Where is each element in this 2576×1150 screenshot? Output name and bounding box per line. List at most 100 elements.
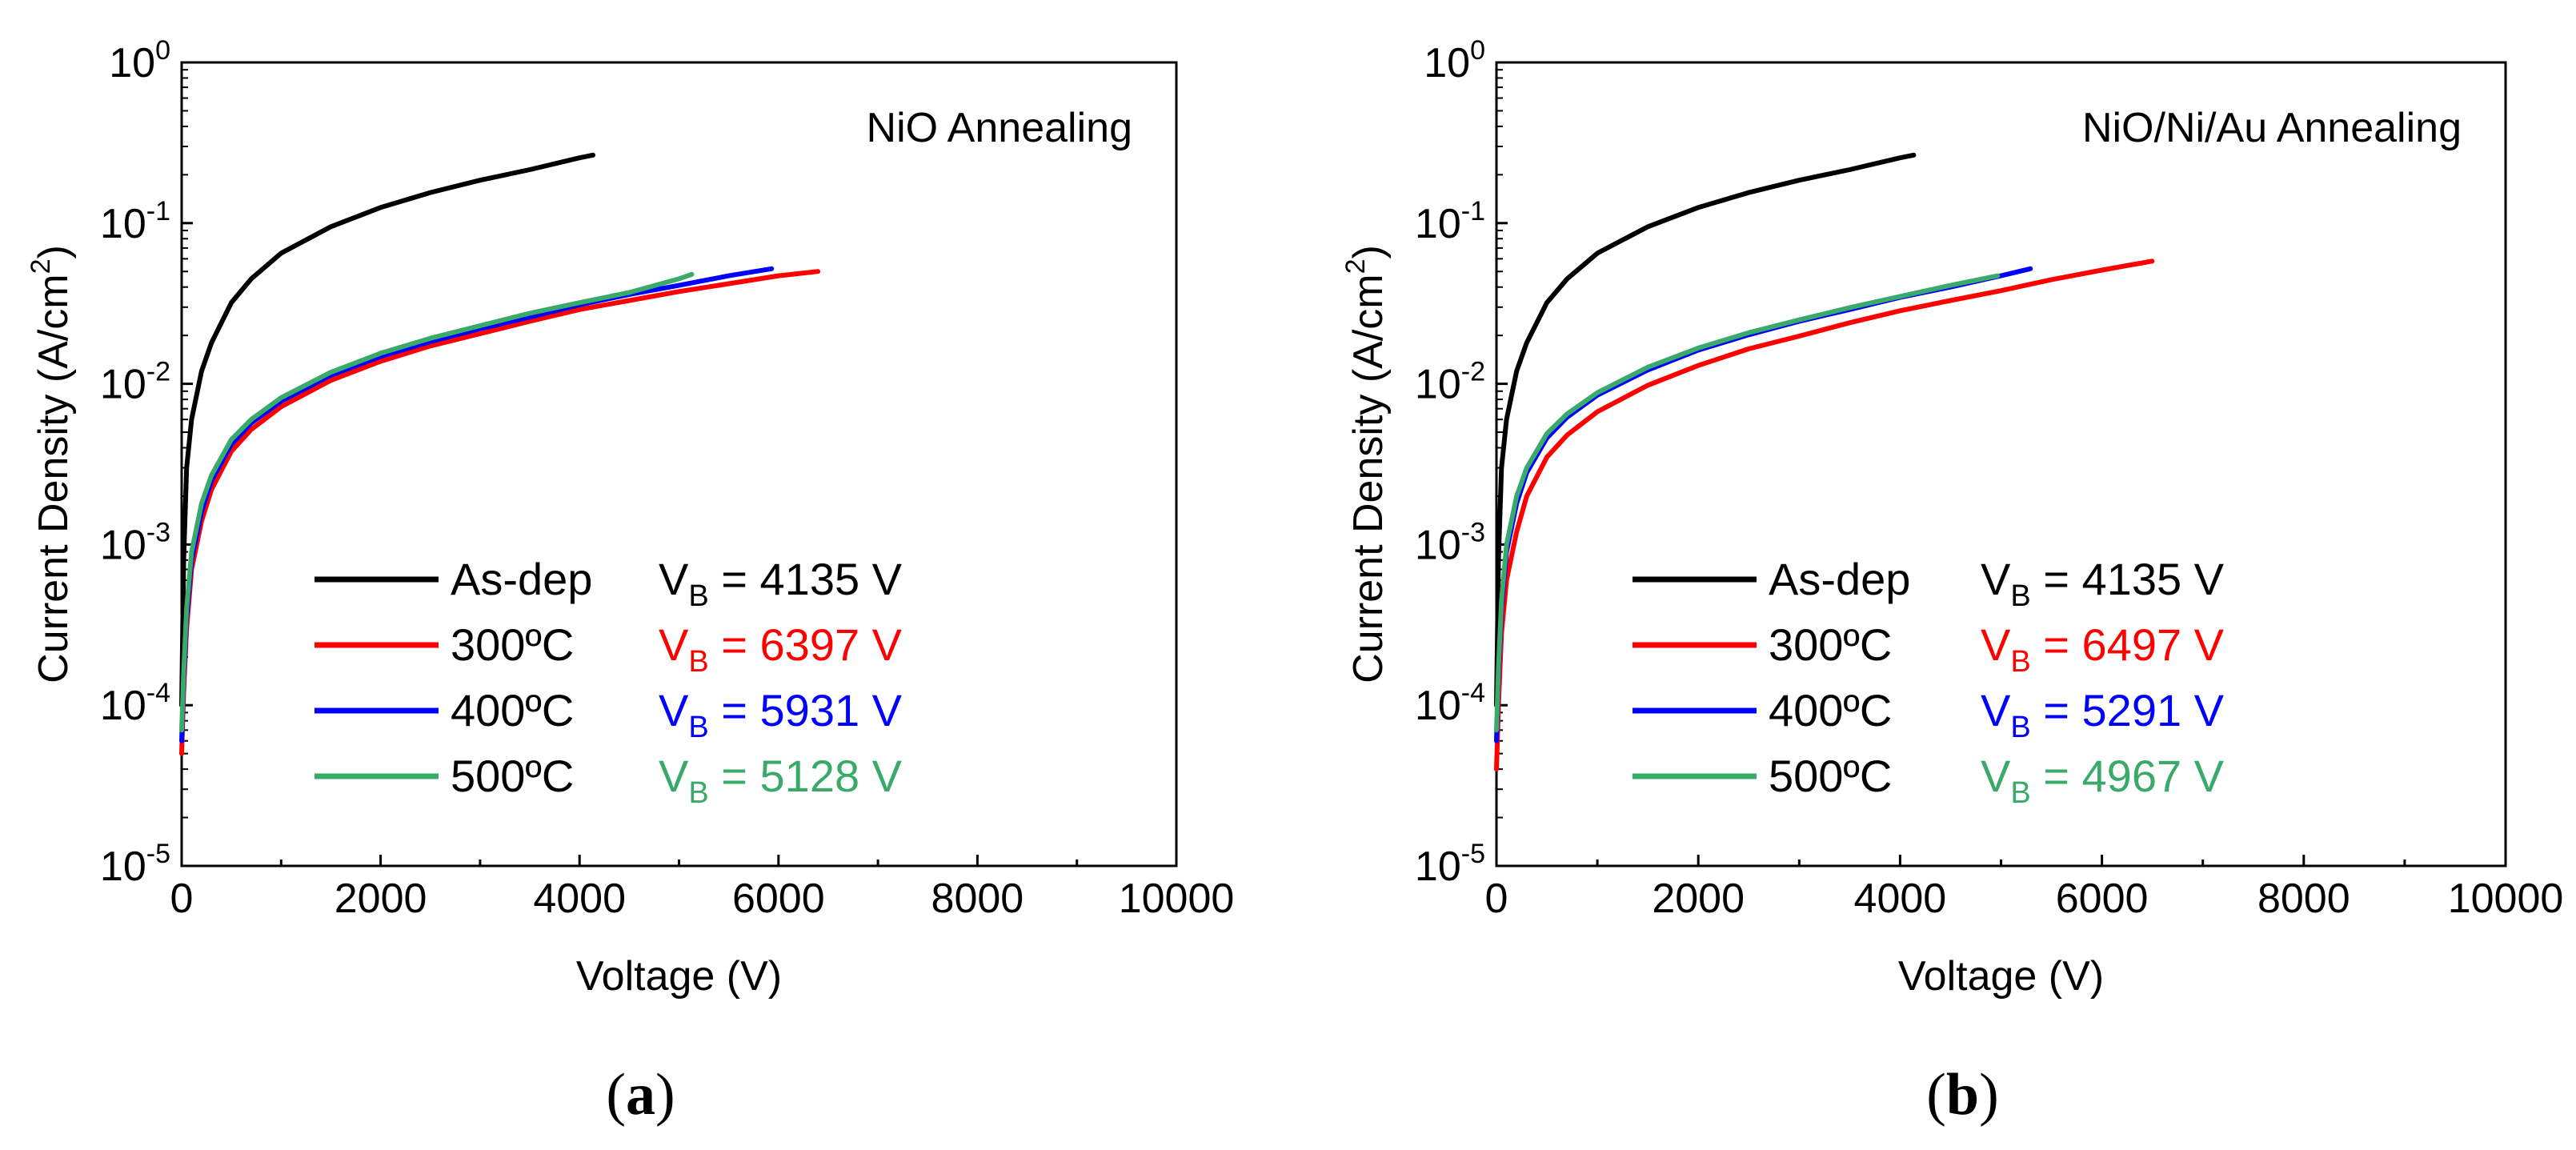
- y-tick-label-exponent: -3: [146, 517, 170, 547]
- breakdown-voltage-label: VB = 5128 V: [659, 751, 903, 810]
- vb-subscript: B: [2010, 645, 2030, 679]
- vb-symbol: V: [659, 554, 689, 604]
- y-axis-label: Current Density (A/cm2): [1340, 245, 1392, 683]
- y-tick-label-exponent: -2: [1461, 357, 1485, 387]
- y-axis-label-text: Current Density (A/cm: [1345, 274, 1392, 683]
- legend-label: 400ºC: [451, 685, 574, 735]
- breakdown-voltage-label: VB = 4135 V: [1981, 554, 2225, 613]
- y-tick-label-exponent: -4: [1461, 678, 1485, 708]
- legend-label: As-dep: [1769, 554, 1910, 604]
- vb-value: = 4967 V: [2031, 751, 2225, 801]
- vb-value: = 6397 V: [709, 619, 903, 670]
- breakdown-voltage-label: VB = 5291 V: [1981, 685, 2225, 744]
- vb-subscript: B: [688, 776, 708, 810]
- y-axis-label-superscript: 2: [26, 258, 56, 274]
- breakdown-voltage-label: VB = 6497 V: [1981, 619, 2225, 679]
- y-tick-label-exponent: -1: [1461, 196, 1485, 226]
- y-tick-label-base: 10: [100, 522, 146, 568]
- x-tick-label: 0: [1485, 876, 1508, 922]
- y-tick-label: 10-2: [1415, 357, 1485, 408]
- vb-value: = 5291 V: [2031, 685, 2225, 735]
- vb-symbol: V: [659, 751, 689, 801]
- series-line: [179, 269, 821, 756]
- vb-subscript: B: [2010, 579, 2030, 613]
- y-axis-label-end: ): [1345, 245, 1392, 258]
- y-tick-label-exponent: -3: [1461, 517, 1485, 547]
- x-tick-label: 0: [170, 876, 194, 922]
- breakdown-voltage-label: VB = 4135 V: [659, 554, 903, 613]
- y-tick-label-exponent: -4: [146, 678, 170, 708]
- y-tick-label-exponent: -2: [146, 357, 170, 387]
- vb-subscript: B: [688, 711, 708, 744]
- vb-symbol: V: [1981, 554, 2011, 604]
- vb-subscript: B: [688, 579, 708, 613]
- panel-annotation: NiO/Ni/Au Annealing: [2082, 105, 2462, 151]
- y-tick-label-base: 10: [1415, 683, 1461, 729]
- chart-panel-a: 0 2000 4000 6000 8000 1000010-510-410-310-210…: [26, 35, 1234, 1128]
- y-tick-label-base: 10: [100, 362, 146, 408]
- x-tick-label: 2000: [335, 876, 427, 922]
- series-line: [179, 266, 775, 743]
- y-tick-label-exponent: -1: [146, 196, 170, 226]
- caption-paren: ): [1979, 1062, 1999, 1128]
- y-tick-label: 10-5: [100, 839, 170, 890]
- x-tick-label: 8000: [931, 876, 1024, 922]
- y-tick-label-base: 10: [1415, 843, 1461, 890]
- x-tick-label: 10000: [2448, 876, 2564, 922]
- vb-symbol: V: [1981, 619, 2011, 670]
- x-axis-label: Voltage (V): [1898, 953, 2104, 1000]
- legend-label: 400ºC: [1769, 685, 1892, 735]
- x-tick-label: 4000: [533, 876, 626, 922]
- y-tick-label: 10-5: [1415, 839, 1485, 890]
- vb-symbol: V: [659, 685, 689, 735]
- y-tick-label: 100: [1424, 35, 1485, 86]
- x-tick-label: 6000: [2056, 876, 2149, 922]
- panel-annotation: NiO Annealing: [867, 105, 1132, 151]
- y-tick-label-exponent: 0: [1470, 35, 1485, 66]
- vb-symbol: V: [1981, 751, 2011, 801]
- series-line: [179, 271, 695, 733]
- vb-symbol: V: [1981, 685, 2011, 735]
- y-tick-label-base: 10: [100, 201, 146, 247]
- y-axis-label-end: ): [30, 245, 77, 258]
- y-tick-label-base: 10: [1424, 40, 1470, 86]
- y-tick-label-base: 10: [1415, 362, 1461, 408]
- y-axis-label: Current Density (A/cm2): [26, 245, 77, 683]
- y-tick-label-base: 10: [100, 683, 146, 729]
- y-axis-label-text: Current Density (A/cm: [30, 274, 77, 683]
- y-tick-label: 10-2: [100, 357, 170, 408]
- series-line: [1494, 152, 1917, 708]
- x-tick-label: 4000: [1854, 876, 1947, 922]
- y-tick-label-base: 10: [109, 40, 155, 86]
- y-tick-label: 10-3: [100, 517, 170, 568]
- y-tick-label: 10-1: [100, 196, 170, 247]
- y-axis-label-superscript: 2: [1340, 258, 1371, 274]
- y-tick-label-exponent: -5: [1461, 839, 1485, 869]
- y-tick-label-base: 10: [1415, 522, 1461, 568]
- y-tick-label: 10-1: [1415, 196, 1485, 247]
- chart-panel-b: 0 2000 4000 6000 8000 1000010-510-410-310-210…: [1340, 35, 2563, 1128]
- vb-value: = 5128 V: [709, 751, 903, 801]
- x-tick-label: 6000: [732, 876, 825, 922]
- y-tick-label-exponent: -5: [146, 839, 170, 869]
- legend-label: As-dep: [451, 554, 592, 604]
- x-tick-label: 8000: [2258, 876, 2350, 922]
- breakdown-voltage-label: VB = 5931 V: [659, 685, 903, 744]
- legend-label: 500ºC: [1769, 751, 1892, 801]
- series-line: [1494, 266, 2033, 743]
- legend-label: 300ºC: [1769, 619, 1892, 670]
- panel-caption: (a): [606, 1062, 675, 1128]
- caption-paren: ): [655, 1062, 675, 1128]
- vb-value: = 4135 V: [709, 554, 903, 604]
- vb-subscript: B: [2010, 711, 2030, 744]
- y-tick-label-exponent: 0: [155, 35, 170, 66]
- series-line: [1494, 258, 2155, 772]
- caption-letter: b: [1946, 1062, 1979, 1128]
- y-tick-label: 100: [109, 35, 170, 86]
- plot-frame: [180, 61, 1178, 868]
- caption-paren: (: [606, 1062, 626, 1128]
- vb-symbol: V: [659, 619, 689, 670]
- vb-value: = 6497 V: [2031, 619, 2225, 670]
- series-line: [1494, 273, 2001, 733]
- y-tick-label: 10-4: [1415, 678, 1485, 729]
